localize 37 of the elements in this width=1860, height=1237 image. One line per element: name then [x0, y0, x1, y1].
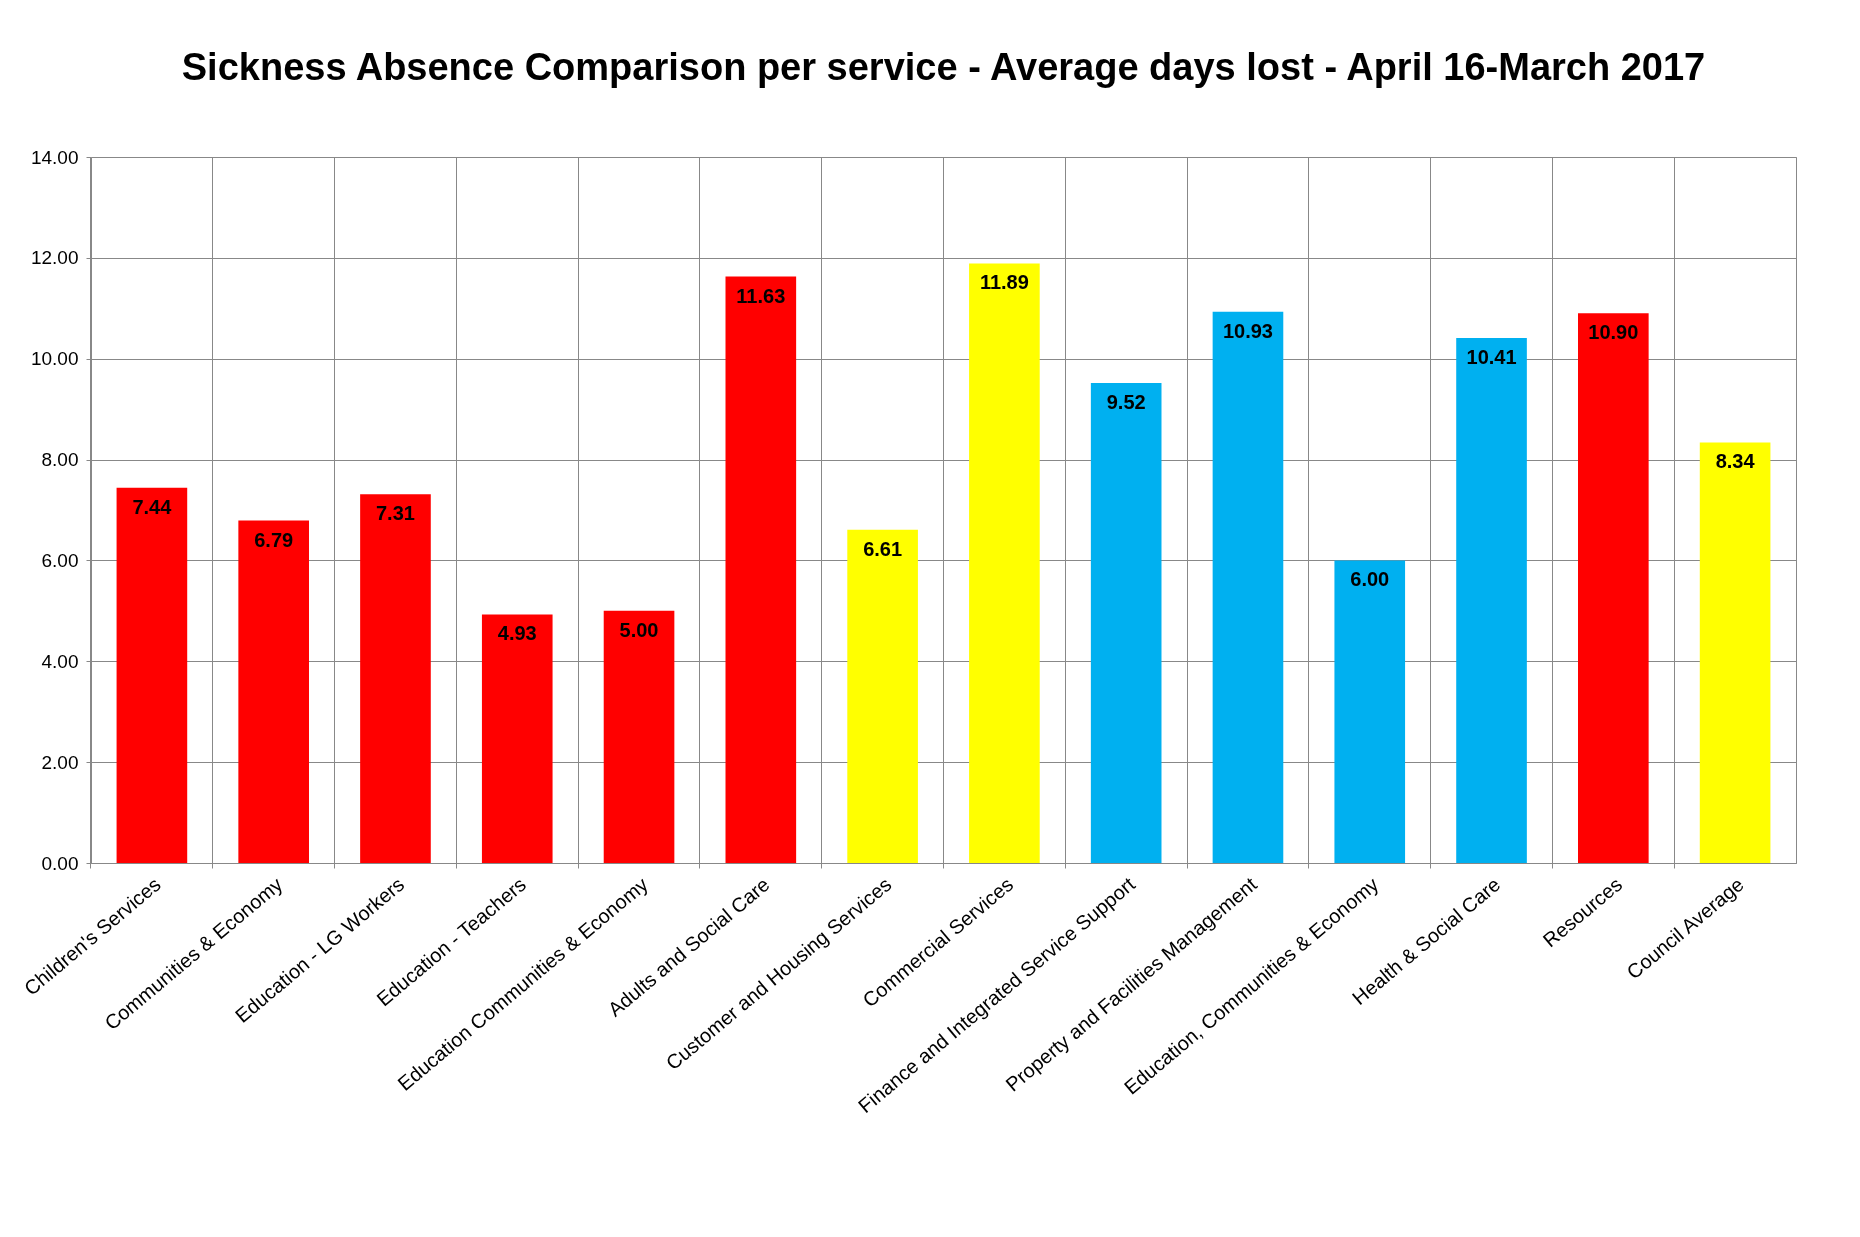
bar — [725, 276, 797, 863]
data-label: 10.93 — [1222, 319, 1273, 342]
data-label: 7.44 — [132, 495, 173, 518]
bar — [360, 494, 431, 863]
bar — [603, 610, 675, 863]
bar — [116, 487, 188, 863]
y-tick-label: 4.00 — [41, 650, 79, 672]
chart-title: Sickness Absence Comparison per service - Average days lost - April 16-March 2017 — [181, 46, 1706, 88]
data-label: 8.34 — [1715, 450, 1756, 473]
data-label: 5.00 — [619, 618, 659, 641]
bar — [1699, 442, 1771, 863]
y-tick-label: 14.00 — [30, 146, 79, 168]
y-tick-label: 8.00 — [41, 449, 79, 471]
data-label: 6.79 — [254, 528, 294, 551]
data-label: 9.52 — [1106, 390, 1146, 413]
bar — [1334, 560, 1406, 863]
y-tick-label: 12.00 — [30, 247, 79, 269]
data-label: 4.93 — [497, 622, 537, 645]
y-tick-label: 6.00 — [41, 549, 79, 571]
data-label: 6.00 — [1350, 568, 1390, 591]
bar — [1578, 313, 1649, 863]
data-label: 10.90 — [1588, 321, 1639, 344]
y-tick-label: 2.00 — [41, 751, 79, 773]
bar — [1090, 382, 1162, 863]
data-label: 11.89 — [979, 271, 1029, 294]
data-label: 7.31 — [376, 502, 415, 525]
y-tick-label: 0.00 — [41, 852, 79, 874]
bar — [238, 520, 309, 863]
bar — [1212, 311, 1284, 863]
bar — [847, 529, 918, 863]
data-label: 11.63 — [736, 284, 786, 307]
data-label: 6.61 — [863, 537, 903, 560]
bar — [1456, 338, 1527, 863]
bar — [969, 263, 1040, 863]
data-label: 10.41 — [1466, 346, 1517, 369]
bar — [481, 614, 553, 863]
y-tick-label: 10.00 — [30, 348, 79, 370]
